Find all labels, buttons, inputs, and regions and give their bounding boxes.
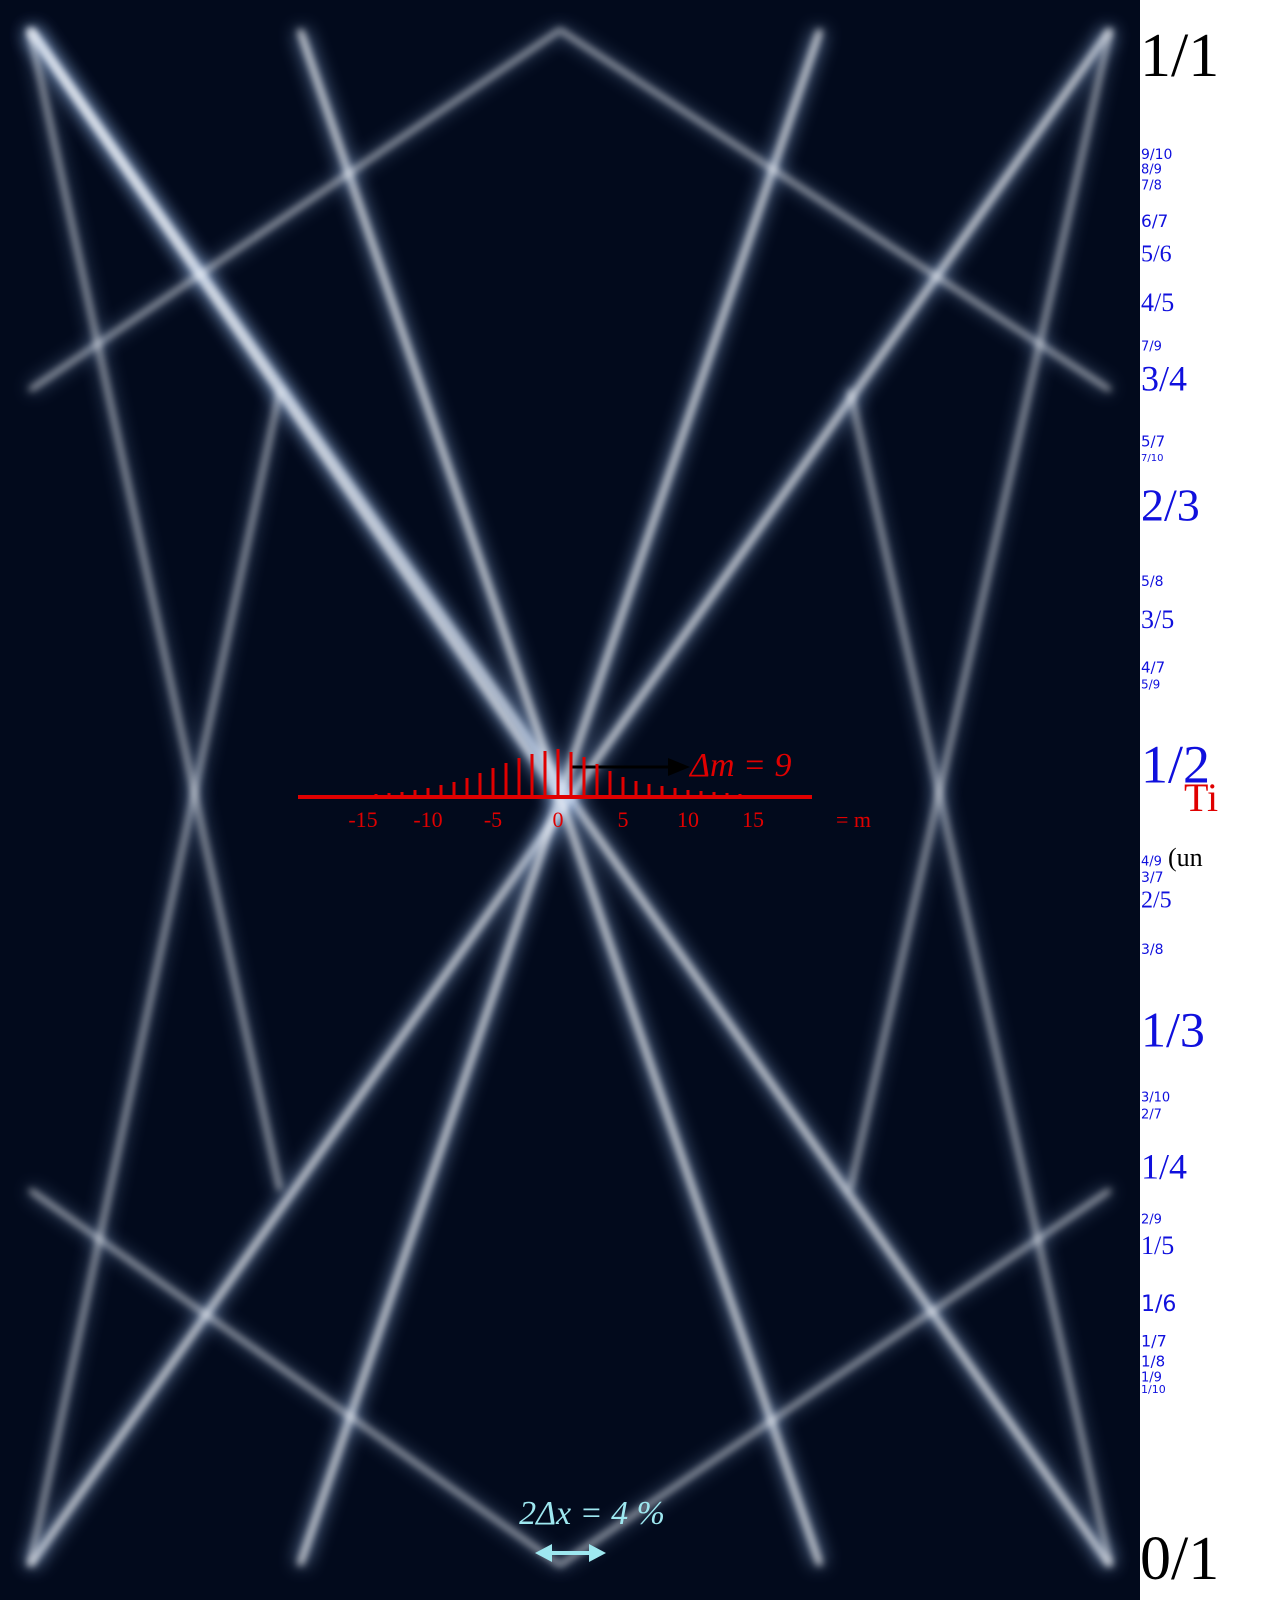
fraction-label: 9/10	[1141, 147, 1172, 163]
fraction-label: 4/5	[1141, 288, 1174, 317]
fraction-label: 2/5	[1141, 888, 1172, 914]
inset-bar	[401, 792, 404, 797]
inset-tick-label: -5	[484, 807, 502, 832]
fraction-label: 2/9	[1141, 1213, 1162, 1228]
inset-bar	[739, 794, 742, 797]
inset-bar	[375, 794, 378, 797]
inset-bar	[726, 793, 729, 797]
fraction-label: 1/2	[1141, 734, 1210, 794]
axis-label: = m	[836, 807, 871, 832]
note-fragment: (un	[1168, 843, 1203, 872]
inset-bar	[466, 778, 469, 797]
fraction-label: 1/4	[1141, 1146, 1187, 1186]
fraction-label: 1/7	[1141, 1332, 1167, 1351]
inset-bar	[700, 791, 703, 797]
inset-bar	[388, 793, 391, 797]
figure: 1/1 0/1 Ti (un 9/108/97/86/75/64/57/93/4…	[0, 0, 1279, 1600]
fraction-label: 7/10	[1141, 453, 1163, 464]
inset-bar	[492, 768, 495, 797]
fraction-label: 1/5	[1141, 1231, 1174, 1260]
inset-bar	[609, 771, 612, 797]
inset-bar	[479, 773, 482, 797]
inset-bar	[414, 790, 417, 797]
inset-bar	[583, 757, 586, 797]
fraction-label: 1/6	[1141, 1292, 1176, 1317]
fraction-label: 2/3	[1141, 480, 1200, 531]
inset-bar	[648, 784, 651, 797]
fraction-label: 3/10	[1141, 1091, 1170, 1106]
fraction-label: 1/3	[1141, 1001, 1205, 1057]
inset-bar	[622, 777, 625, 797]
inset-tick-label: 15	[742, 807, 764, 832]
fraction-label: 1/8	[1141, 1353, 1165, 1371]
inset-tick-label: 10	[677, 807, 699, 832]
inset-bar	[570, 752, 573, 797]
inset-bar	[427, 788, 430, 797]
inset-bar	[544, 751, 547, 797]
fraction-label: 5/8	[1141, 574, 1164, 590]
fraction-label: 5/6	[1141, 242, 1172, 268]
fraction-label: 4/9	[1141, 855, 1162, 870]
fraction-label: 2/7	[1141, 1108, 1162, 1123]
inset-tick-label: -10	[413, 807, 442, 832]
delta-m: Δm = 9	[688, 747, 791, 784]
fraction-label: 3/7	[1141, 870, 1164, 886]
fraction-label: 4/7	[1141, 659, 1165, 677]
footer-label: 2Δx = 4 %	[519, 1495, 665, 1532]
carpet	[0, 0, 1140, 1600]
inset-bar	[713, 792, 716, 797]
fraction-label: 3/8	[1141, 942, 1164, 958]
fraction-label: 3/4	[1141, 358, 1187, 398]
fraction-label: 5/7	[1141, 433, 1165, 451]
inset-bar	[518, 758, 521, 797]
inset-bar	[635, 781, 638, 797]
fraction-label: 6/7	[1141, 212, 1168, 232]
top-label: 1/1	[1140, 22, 1219, 90]
fraction-label: 7/9	[1141, 340, 1162, 355]
inset-bar	[674, 788, 677, 797]
fraction-label: 1/10	[1141, 1383, 1166, 1396]
inset-tick-label: 5	[618, 807, 629, 832]
inset-bar	[557, 749, 560, 797]
inset-bar	[531, 754, 534, 797]
fraction-label: 5/9	[1141, 678, 1160, 692]
fraction-label: 7/8	[1141, 179, 1162, 194]
inset-tick-label: 0	[553, 807, 564, 832]
inset-bar	[596, 764, 599, 797]
inset-bar	[440, 785, 443, 797]
fraction-label: 8/9	[1141, 163, 1162, 178]
inset-bar	[687, 790, 690, 797]
bottom-label: 0/1	[1140, 1525, 1219, 1593]
fraction-label: 3/5	[1141, 605, 1174, 634]
inset-tick-label: -15	[348, 807, 377, 832]
inset-bar	[453, 782, 456, 797]
inset-bar	[505, 763, 508, 797]
inset-bar	[661, 786, 664, 797]
